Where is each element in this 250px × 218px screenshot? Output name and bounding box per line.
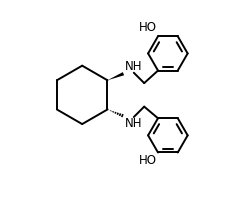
Text: HO: HO (138, 154, 156, 167)
Text: NH: NH (124, 117, 141, 130)
Text: HO: HO (138, 21, 156, 34)
Polygon shape (107, 72, 124, 80)
Text: NH: NH (124, 60, 141, 73)
